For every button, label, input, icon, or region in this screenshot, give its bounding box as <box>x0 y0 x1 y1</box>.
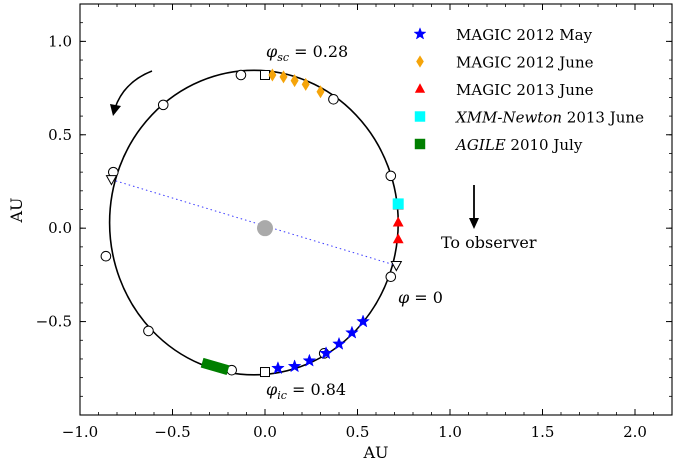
plot-frame <box>79 3 673 416</box>
x-tick-label: 0.0 <box>253 423 277 441</box>
annotation-phi-zero: φ = 0 <box>398 288 443 307</box>
annotation-to-observer: To observer <box>441 233 537 252</box>
legend-label-0: MAGIC 2012 May <box>456 26 593 44</box>
ticks-layer: −1.0 −0.5 0.0 0.5 1.0 1.5 2.0 −0.5 0.0 0.5 1.0 <box>36 3 673 441</box>
x-axis-label: AU <box>362 443 388 462</box>
series-1-marker <box>268 68 277 82</box>
x-tick-label: −1.0 <box>62 423 98 441</box>
x-tick-label: 0.5 <box>346 423 370 441</box>
orbit-triangle-marker <box>390 261 403 272</box>
series-1-marker <box>316 85 325 99</box>
series-2-marker <box>392 233 404 244</box>
x-tick-label: 1.0 <box>438 423 462 441</box>
annotation-phi-ic: φic = 0.84 <box>266 380 346 402</box>
x-tick-label: −0.5 <box>154 423 190 441</box>
legend-label-1: MAGIC 2012 June <box>456 54 594 72</box>
pulsar-focus <box>257 220 273 237</box>
orbit-circle-marker <box>100 250 112 262</box>
legend-marker-2 <box>414 83 426 93</box>
legend-marker-3 <box>414 111 426 122</box>
agile-band <box>200 357 230 375</box>
series-0-marker <box>271 361 285 375</box>
orbit-circle-marker <box>385 170 397 182</box>
legend-marker-4 <box>414 138 426 150</box>
series-layer <box>200 68 404 375</box>
annotations: φsc = 0.28 φic = 0.84 φ = 0 To observer <box>110 42 537 402</box>
orbit-triangle-marker <box>105 175 118 186</box>
y-axis-label: AU <box>7 197 26 223</box>
series-1-marker <box>279 70 288 84</box>
legend-marker-0 <box>413 27 427 40</box>
orbit-direction-arrow-icon <box>110 70 153 116</box>
series-1-marker <box>290 74 299 88</box>
x-tick-label: 1.5 <box>531 423 555 441</box>
series-0-marker <box>332 336 346 350</box>
series-0-marker <box>319 346 333 360</box>
x-tick-label: 2.0 <box>623 423 647 441</box>
down-arrow-icon <box>469 185 479 229</box>
series-0-marker <box>302 353 317 367</box>
series-0-marker <box>345 325 359 339</box>
orbit-circle-marker <box>143 325 154 337</box>
orbit-circle-marker <box>328 93 339 105</box>
legend-label-4: AGILE 2010 July <box>454 136 583 154</box>
orbit-circle-marker <box>235 69 247 81</box>
legend-label-3: XMM-Newton 2013 June <box>455 109 644 127</box>
annotation-phi-sc: φsc = 0.28 <box>266 42 348 64</box>
y-tick-label: −0.5 <box>36 313 72 331</box>
legend: MAGIC 2012 May MAGIC 2012 June MAGIC 2013 … <box>413 26 644 154</box>
orbit-square-marker <box>260 367 270 378</box>
y-tick-label: 0.0 <box>48 219 72 237</box>
y-tick-label: 1.0 <box>48 32 72 50</box>
series-2-marker <box>392 216 404 227</box>
orbit-square-marker <box>260 69 270 80</box>
series-3-marker <box>392 198 404 210</box>
series-0-marker <box>287 359 302 373</box>
orbit-circle-marker <box>385 271 397 283</box>
periastron-line <box>111 179 397 267</box>
series-0-marker <box>356 314 370 328</box>
legend-marker-1 <box>416 55 424 68</box>
y-tick-label: 0.5 <box>48 126 72 144</box>
orbit-circle-marker <box>157 99 169 111</box>
legend-label-2: MAGIC 2013 June <box>456 81 594 99</box>
series-1-marker <box>301 77 310 91</box>
